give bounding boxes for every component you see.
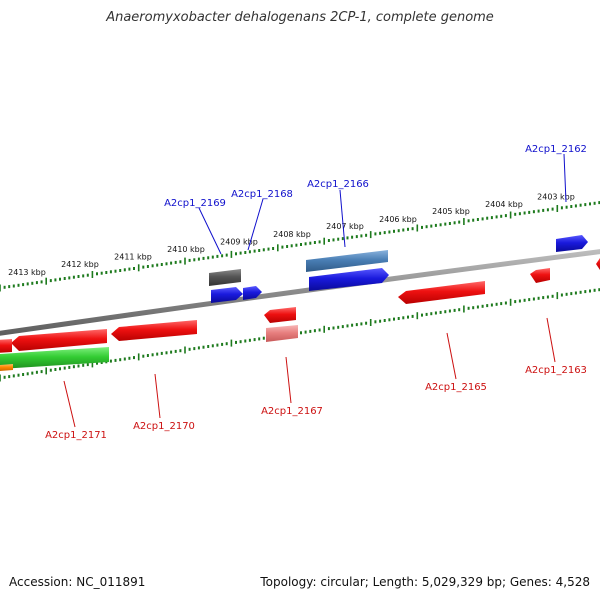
gene-label-2166[interactable]: A2cp1_2166 bbox=[307, 179, 369, 190]
kbp-tick-label: 2407 kbp bbox=[326, 222, 364, 231]
cds-feature-orange[interactable] bbox=[0, 364, 13, 371]
cds-feature-2169b[interactable] bbox=[211, 287, 243, 303]
cds-feature-2164[interactable] bbox=[596, 256, 600, 270]
gene-label-2162[interactable]: A2cp1_2162 bbox=[525, 144, 587, 155]
gene-label-2165[interactable]: A2cp1_2165 bbox=[425, 382, 487, 393]
gene-label-2170[interactable]: A2cp1_2170 bbox=[133, 421, 195, 432]
accession-text: Accession: NC_011891 bbox=[9, 575, 146, 589]
genome-backbone bbox=[0, 249, 600, 336]
kbp-tick-label: 2412 kbp bbox=[61, 260, 99, 269]
kbp-tick-label: 2409 kbp bbox=[220, 238, 258, 247]
bottom-tick-track bbox=[0, 288, 600, 382]
kbp-tick-label: 2410 kbp bbox=[167, 245, 205, 254]
gene-label-2169[interactable]: A2cp1_2169 bbox=[164, 198, 226, 209]
kbp-tick-labels: 2403 kbp 2404 kbp 2405 kbp 2406 kbp 2407 kbp… bbox=[8, 193, 575, 277]
kbp-tick-label: 2406 kbp bbox=[379, 215, 417, 224]
gene-label-leaders bbox=[63, 153, 567, 428]
cds-feature-2163[interactable] bbox=[530, 268, 550, 283]
gene-labels: A2cp1_2162 A2cp1_2166 A2cp1_2168 A2cp1_2… bbox=[45, 144, 587, 441]
cds-feature-2171[interactable] bbox=[11, 329, 107, 351]
kbp-tick-label: 2408 kbp bbox=[273, 230, 311, 239]
cds-feature-2167b[interactable] bbox=[266, 325, 298, 342]
topology-text: Topology: circular; Length: 5,029,329 bp… bbox=[260, 575, 590, 589]
cds-feature-2168[interactable] bbox=[243, 286, 262, 300]
gene-label-2163[interactable]: A2cp1_2163 bbox=[525, 365, 587, 376]
kbp-tick-label: 2404 kbp bbox=[485, 200, 523, 209]
kbp-tick-label: 2403 kbp bbox=[537, 193, 575, 202]
kbp-tick-label: 2413 kbp bbox=[8, 268, 46, 277]
cds-feature-2165[interactable] bbox=[398, 281, 485, 304]
top-tick-track bbox=[0, 201, 600, 292]
cds-feature-2170[interactable] bbox=[111, 320, 197, 341]
cds-feature-2162[interactable] bbox=[556, 235, 588, 252]
kbp-tick-label: 2405 kbp bbox=[432, 207, 470, 216]
cds-feature-green[interactable] bbox=[0, 347, 109, 369]
cds-feature-2169a[interactable] bbox=[209, 269, 241, 286]
gene-label-2167[interactable]: A2cp1_2167 bbox=[261, 406, 323, 417]
gene-features bbox=[0, 235, 600, 371]
map-title: Anaeromyxobacter dehalogenans 2CP-1, com… bbox=[106, 10, 494, 25]
gene-label-2171[interactable]: A2cp1_2171 bbox=[45, 430, 107, 441]
cds-feature-2166a[interactable] bbox=[306, 250, 388, 272]
cds-feature-2166b[interactable] bbox=[309, 268, 389, 291]
gene-label-2168[interactable]: A2cp1_2168 bbox=[231, 189, 293, 200]
cds-feature-2172[interactable] bbox=[0, 339, 12, 353]
kbp-tick-label: 2411 kbp bbox=[114, 253, 152, 262]
cds-feature-2167a[interactable] bbox=[264, 307, 296, 323]
